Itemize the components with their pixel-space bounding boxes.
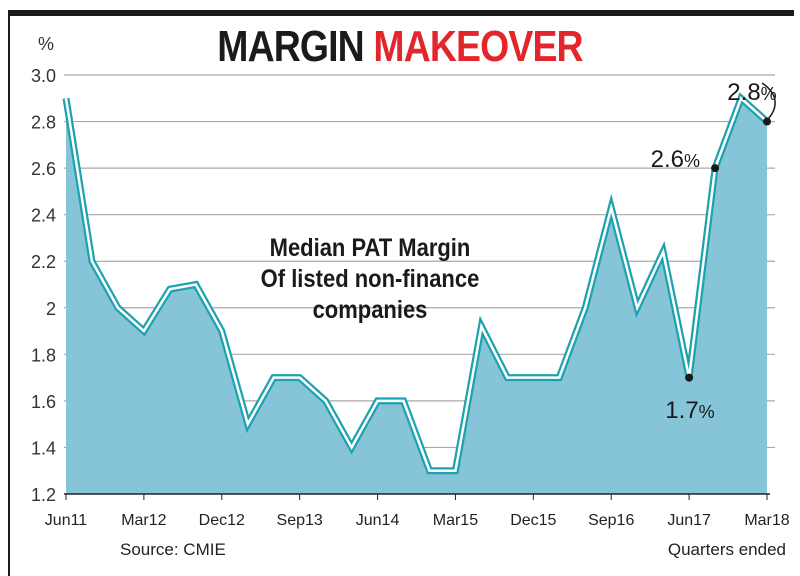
x-tick-label: Sep16 [588, 512, 634, 529]
x-tick-label: Mar12 [121, 512, 166, 529]
point-marker [763, 117, 771, 126]
y-axis-unit: % [38, 34, 54, 54]
x-tick-label: Dec15 [510, 512, 556, 529]
x-tick-label: Mar15 [433, 512, 478, 529]
y-tick-label: 1.8 [31, 345, 56, 365]
point-label: 2.6% [651, 146, 700, 173]
axis-note: Quarters ended [667, 540, 786, 559]
y-tick-label: 2.4 [31, 206, 56, 226]
annotation-line: Of listed non-finance [261, 265, 480, 293]
source-note: Source: CMIE [120, 540, 226, 559]
point-label-value: 1.7 [665, 397, 698, 424]
area-fill [66, 98, 767, 495]
leader-line [761, 82, 776, 123]
point-label: 1.7% [665, 397, 714, 424]
annotation-line: companies [313, 296, 428, 324]
x-tick-label: Sep13 [277, 512, 323, 529]
x-tick-label: Jun11 [45, 512, 88, 529]
annotation-line: Median PAT Margin [270, 234, 471, 262]
point-marker [711, 164, 720, 173]
chart-title: MARGIN MAKEOVER [60, 22, 740, 72]
title-part2: MAKEOVER [373, 22, 583, 71]
x-tick-label: Jun17 [667, 512, 711, 529]
left-rule [8, 10, 10, 576]
point-label-unit: % [699, 402, 715, 422]
top-rule [8, 10, 794, 16]
y-tick-label: 1.2 [31, 485, 56, 505]
point-label-value: 2.8 [727, 79, 760, 106]
x-tick-label: Jun14 [356, 512, 400, 529]
point-label-unit: % [761, 84, 777, 104]
series-line-inner [64, 96, 768, 472]
y-tick-label: 1.4 [31, 438, 56, 458]
y-tick-label: 2 [46, 299, 56, 319]
point-label-unit: % [684, 151, 700, 171]
y-tick-label: 2.2 [31, 252, 56, 272]
x-tick-label: Mar18 [744, 512, 789, 529]
point-marker [685, 373, 694, 382]
title-part1: MARGIN [217, 22, 364, 71]
y-tick-label: 3.0 [31, 66, 56, 86]
point-label-value: 2.6 [651, 146, 684, 173]
y-tick-label: 2.6 [31, 159, 56, 179]
y-tick-label: 2.8 [31, 113, 56, 133]
x-tick-label: Dec12 [199, 512, 245, 529]
point-label: 2.8% [727, 79, 776, 106]
y-tick-label: 1.6 [31, 392, 56, 412]
